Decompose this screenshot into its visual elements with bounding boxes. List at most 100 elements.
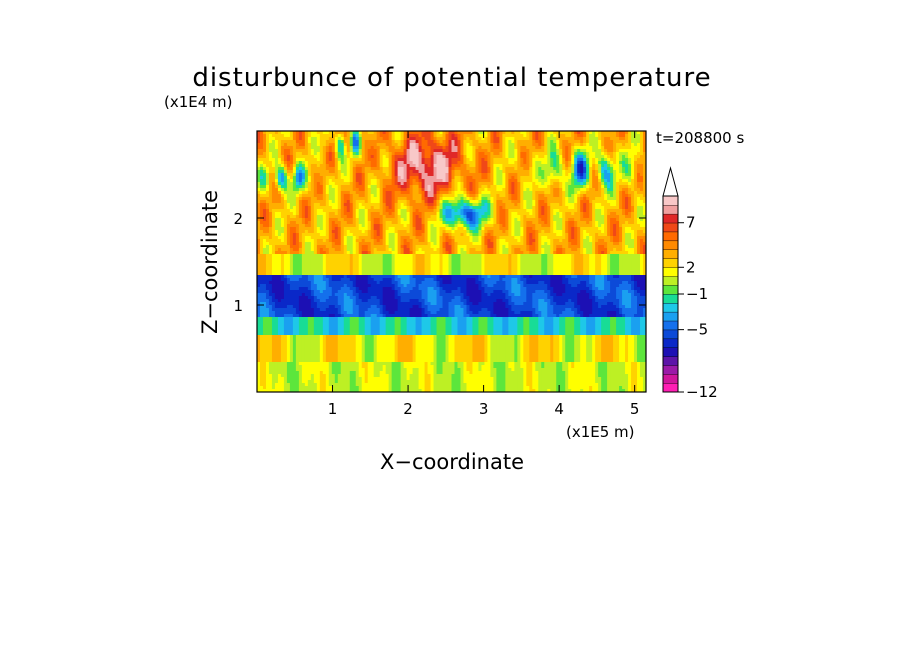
contour-cell (367, 185, 372, 189)
contour-cell (283, 170, 288, 174)
contour-cell (289, 182, 294, 186)
contour-cell (532, 149, 536, 153)
contour-cell (463, 164, 468, 168)
contour-cell (577, 140, 581, 144)
contour-cell (550, 164, 554, 168)
contour-cell (313, 212, 318, 216)
contour-cell (289, 185, 294, 189)
contour-cell (286, 209, 291, 213)
contour-cell (601, 194, 605, 198)
contour-cell (304, 140, 309, 144)
contour-cell (421, 194, 426, 198)
contour-cell (577, 161, 581, 165)
contour-cell (385, 200, 390, 204)
contour-cell (346, 194, 351, 198)
contour-cell (352, 203, 357, 207)
contour-cell (601, 170, 605, 174)
contour-cell (460, 197, 465, 201)
contour-cell (622, 188, 626, 192)
contour-cell (334, 167, 339, 171)
contour-cell (418, 194, 423, 198)
contour-cell (271, 200, 276, 204)
contour-cell (397, 134, 402, 138)
contour-cell (598, 170, 602, 174)
contour-cell (415, 143, 420, 147)
contour-cell (257, 167, 261, 171)
contour-cell (487, 167, 491, 171)
contour-cell (556, 179, 560, 183)
contour-cell (262, 170, 267, 174)
contour-cell (307, 158, 312, 162)
contour-cell (385, 212, 390, 216)
contour-cell (565, 158, 569, 162)
contour-cell (352, 200, 357, 204)
contour-cell (262, 155, 267, 159)
contour-cell (283, 197, 288, 201)
contour-cell (448, 167, 453, 171)
contour-cell (340, 203, 345, 207)
contour-cell (616, 143, 620, 147)
contour-cell (298, 179, 303, 183)
contour-cell (412, 131, 417, 135)
contour-cell (607, 140, 611, 144)
contour-cell (577, 197, 581, 201)
contour-cell (271, 194, 276, 198)
contour-cell (331, 164, 336, 168)
contour-cell (445, 170, 450, 174)
contour-cell (262, 143, 267, 147)
contour-cell (460, 149, 465, 153)
contour-cell (376, 152, 381, 156)
contour-cell (361, 203, 366, 207)
contour-cell (601, 140, 605, 144)
contour-cell (643, 164, 646, 168)
contour-cell (640, 170, 644, 174)
contour-cell (445, 140, 450, 144)
contour-cell (313, 197, 318, 201)
contour-cell (520, 203, 524, 207)
contour-cell (307, 176, 312, 180)
contour-cell (493, 200, 497, 204)
contour-cell (589, 149, 593, 153)
contour-cell (562, 203, 566, 207)
contour-cell (580, 191, 584, 195)
contour-cell (472, 149, 477, 153)
contour-cell (283, 188, 288, 192)
contour-cell (487, 161, 491, 165)
contour-cell (532, 203, 536, 207)
contour-cell (445, 182, 450, 186)
contour-cell (439, 179, 444, 183)
contour-cell (409, 164, 414, 168)
contour-cell (487, 212, 491, 216)
contour-cell (562, 149, 566, 153)
contour-cell (376, 179, 381, 183)
contour-cell (331, 185, 336, 189)
contour-cell (457, 170, 462, 174)
contour-cell (517, 143, 521, 147)
contour-cell (592, 173, 596, 177)
contour-cell (520, 197, 524, 201)
contour-cell (598, 161, 602, 165)
contour-cell (586, 179, 590, 183)
contour-cell (295, 200, 300, 204)
contour-cell (454, 176, 459, 180)
contour-cell (265, 167, 270, 171)
contour-cell (622, 131, 626, 135)
contour-cell (538, 206, 542, 210)
contour-cell (511, 206, 515, 210)
contour-cell (505, 164, 509, 168)
contour-cell (631, 152, 635, 156)
contour-cell (442, 134, 447, 138)
contour-cell (298, 158, 303, 162)
contour-cell (595, 146, 599, 150)
contour-cell (598, 143, 602, 147)
contour-cell (559, 131, 563, 135)
contour-cell (370, 191, 375, 195)
contour-cell (373, 152, 378, 156)
contour-cell (529, 170, 533, 174)
contour-cell (508, 191, 512, 195)
contour-cell (520, 179, 524, 183)
contour-cell (607, 200, 611, 204)
contour-cell (592, 200, 596, 204)
contour-cell (487, 146, 491, 150)
contour-cell (268, 167, 273, 171)
